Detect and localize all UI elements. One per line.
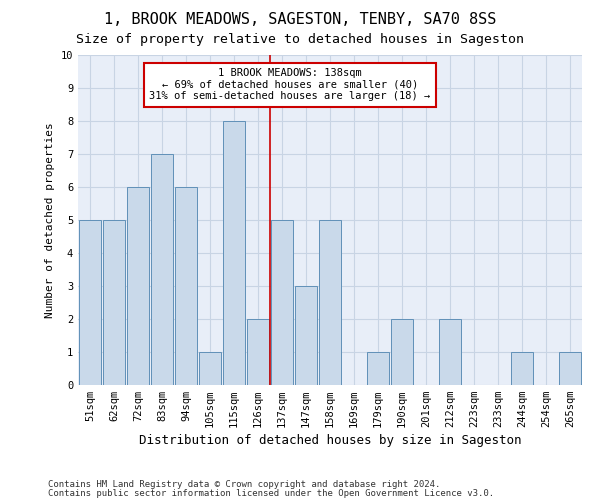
Text: 1 BROOK MEADOWS: 138sqm
← 69% of detached houses are smaller (40)
31% of semi-de: 1 BROOK MEADOWS: 138sqm ← 69% of detache… <box>149 68 430 102</box>
Bar <box>319 220 341 385</box>
Bar <box>367 352 389 385</box>
Bar <box>247 319 269 385</box>
Bar <box>511 352 533 385</box>
Bar <box>295 286 317 385</box>
Text: 1, BROOK MEADOWS, SAGESTON, TENBY, SA70 8SS: 1, BROOK MEADOWS, SAGESTON, TENBY, SA70 … <box>104 12 496 28</box>
Bar <box>199 352 221 385</box>
Bar <box>391 319 413 385</box>
Bar <box>79 220 101 385</box>
Text: Contains public sector information licensed under the Open Government Licence v3: Contains public sector information licen… <box>48 489 494 498</box>
Bar <box>175 187 197 385</box>
Bar <box>103 220 125 385</box>
Bar <box>559 352 581 385</box>
Bar <box>151 154 173 385</box>
X-axis label: Distribution of detached houses by size in Sageston: Distribution of detached houses by size … <box>139 434 521 448</box>
Text: Contains HM Land Registry data © Crown copyright and database right 2024.: Contains HM Land Registry data © Crown c… <box>48 480 440 489</box>
Bar <box>127 187 149 385</box>
Bar <box>271 220 293 385</box>
Text: Size of property relative to detached houses in Sageston: Size of property relative to detached ho… <box>76 32 524 46</box>
Bar <box>223 121 245 385</box>
Y-axis label: Number of detached properties: Number of detached properties <box>45 122 55 318</box>
Bar <box>439 319 461 385</box>
